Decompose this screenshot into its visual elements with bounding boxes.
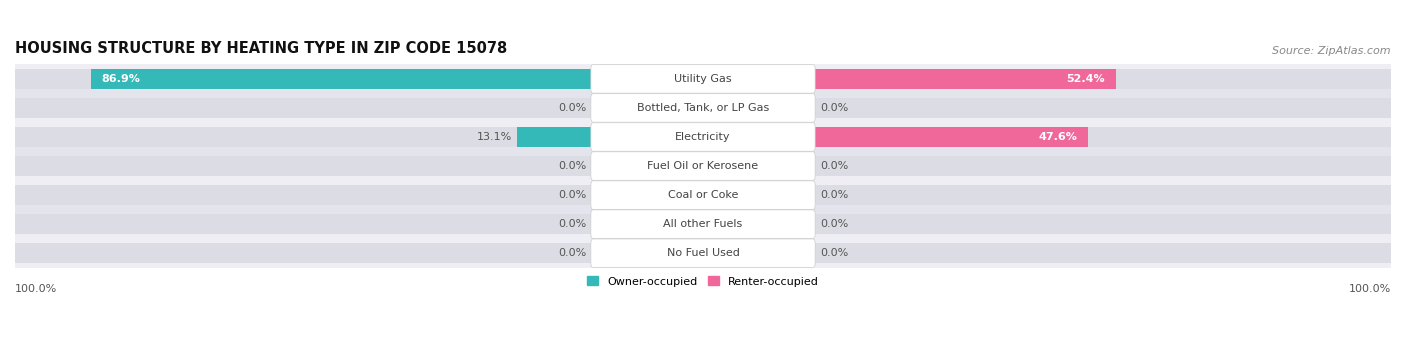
FancyBboxPatch shape <box>14 56 1392 102</box>
Bar <box>15 98 593 118</box>
Bar <box>15 69 593 89</box>
FancyBboxPatch shape <box>14 143 1392 189</box>
Bar <box>813 98 1391 118</box>
FancyBboxPatch shape <box>591 65 815 93</box>
Bar <box>813 185 1391 205</box>
FancyBboxPatch shape <box>591 152 815 180</box>
Text: Bottled, Tank, or LP Gas: Bottled, Tank, or LP Gas <box>637 103 769 113</box>
Text: 100.0%: 100.0% <box>15 284 58 294</box>
Text: 0.0%: 0.0% <box>820 161 848 171</box>
Text: 13.1%: 13.1% <box>477 132 512 142</box>
Bar <box>813 69 1391 89</box>
Text: 0.0%: 0.0% <box>558 103 586 113</box>
Text: All other Fuels: All other Fuels <box>664 219 742 229</box>
Bar <box>15 185 593 205</box>
Text: 47.6%: 47.6% <box>1038 132 1077 142</box>
Legend: Owner-occupied, Renter-occupied: Owner-occupied, Renter-occupied <box>586 276 820 286</box>
FancyBboxPatch shape <box>591 123 815 151</box>
Bar <box>813 214 1391 234</box>
FancyBboxPatch shape <box>591 181 815 209</box>
Text: Coal or Coke: Coal or Coke <box>668 190 738 200</box>
Bar <box>91 69 593 89</box>
Text: 0.0%: 0.0% <box>820 190 848 200</box>
Bar <box>813 156 1391 176</box>
Bar <box>813 127 1391 147</box>
Bar <box>813 127 1088 147</box>
Text: 0.0%: 0.0% <box>558 190 586 200</box>
Bar <box>15 156 593 176</box>
FancyBboxPatch shape <box>14 172 1392 218</box>
Text: 0.0%: 0.0% <box>558 248 586 258</box>
Text: Source: ZipAtlas.com: Source: ZipAtlas.com <box>1272 46 1391 56</box>
Text: Utility Gas: Utility Gas <box>675 74 731 84</box>
FancyBboxPatch shape <box>591 94 815 122</box>
Text: 0.0%: 0.0% <box>820 248 848 258</box>
Text: No Fuel Used: No Fuel Used <box>666 248 740 258</box>
Text: Electricity: Electricity <box>675 132 731 142</box>
Text: 100.0%: 100.0% <box>1348 284 1391 294</box>
FancyBboxPatch shape <box>591 210 815 238</box>
FancyBboxPatch shape <box>14 230 1392 277</box>
FancyBboxPatch shape <box>14 85 1392 131</box>
Text: 52.4%: 52.4% <box>1066 74 1105 84</box>
Bar <box>15 214 593 234</box>
Text: 0.0%: 0.0% <box>820 219 848 229</box>
Text: HOUSING STRUCTURE BY HEATING TYPE IN ZIP CODE 15078: HOUSING STRUCTURE BY HEATING TYPE IN ZIP… <box>15 41 508 56</box>
FancyBboxPatch shape <box>14 201 1392 247</box>
Text: 0.0%: 0.0% <box>820 103 848 113</box>
FancyBboxPatch shape <box>591 239 815 267</box>
Bar <box>813 69 1116 89</box>
Text: Fuel Oil or Kerosene: Fuel Oil or Kerosene <box>647 161 759 171</box>
Bar <box>15 243 593 263</box>
Bar <box>813 243 1391 263</box>
Text: 0.0%: 0.0% <box>558 161 586 171</box>
Bar <box>15 127 593 147</box>
Text: 86.9%: 86.9% <box>101 74 141 84</box>
Text: 0.0%: 0.0% <box>558 219 586 229</box>
Bar <box>517 127 593 147</box>
FancyBboxPatch shape <box>14 114 1392 160</box>
